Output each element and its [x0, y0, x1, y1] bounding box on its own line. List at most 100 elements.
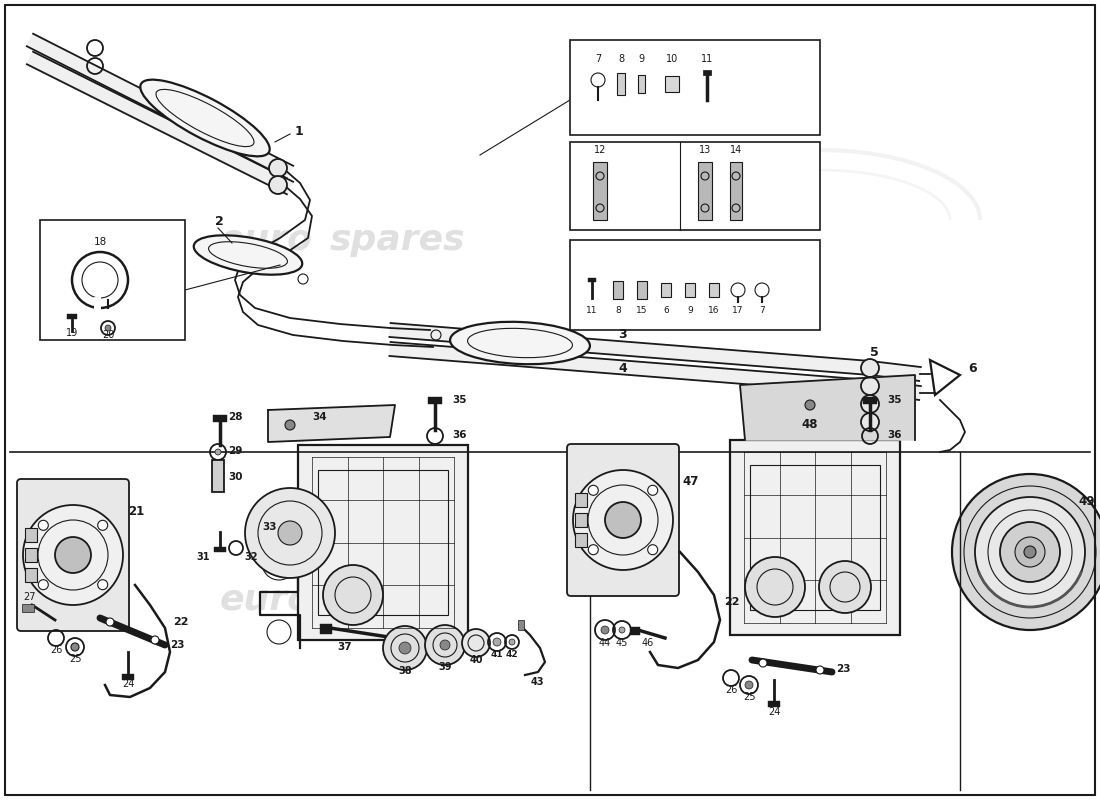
Text: 11: 11: [586, 306, 597, 315]
Circle shape: [975, 497, 1085, 607]
Text: 25: 25: [68, 654, 81, 664]
Text: spares: spares: [330, 583, 465, 617]
Circle shape: [462, 629, 490, 657]
Bar: [25, 548, 37, 562]
Text: 39: 39: [438, 662, 452, 672]
Text: 2: 2: [214, 215, 223, 228]
Bar: [768, 701, 780, 707]
Text: 13: 13: [698, 145, 711, 155]
Circle shape: [648, 486, 658, 495]
Text: 31: 31: [197, 552, 210, 562]
Circle shape: [425, 625, 465, 665]
Bar: [298, 445, 468, 640]
Bar: [864, 397, 877, 404]
Text: 22: 22: [724, 597, 739, 607]
Text: 6: 6: [663, 306, 669, 315]
Circle shape: [588, 545, 598, 554]
Text: 22: 22: [173, 617, 188, 627]
Circle shape: [601, 626, 609, 634]
Circle shape: [323, 565, 383, 625]
Bar: [212, 460, 224, 492]
Circle shape: [1000, 522, 1060, 582]
Circle shape: [23, 505, 123, 605]
Bar: [318, 470, 448, 615]
Circle shape: [39, 520, 48, 530]
Circle shape: [759, 659, 767, 667]
Text: 26: 26: [725, 685, 737, 695]
Circle shape: [861, 413, 879, 431]
Text: 9: 9: [688, 306, 693, 315]
Text: 41: 41: [491, 650, 504, 659]
Text: 4: 4: [618, 362, 627, 375]
Circle shape: [55, 537, 91, 573]
Circle shape: [245, 488, 336, 578]
Polygon shape: [740, 375, 915, 440]
Bar: [570, 142, 820, 230]
FancyBboxPatch shape: [566, 444, 679, 596]
Text: euro: euro: [220, 223, 313, 257]
Text: 7: 7: [759, 306, 764, 315]
Bar: [638, 75, 645, 93]
Bar: [661, 283, 671, 297]
Circle shape: [816, 666, 824, 674]
Text: 8: 8: [618, 54, 624, 64]
Text: 40: 40: [470, 655, 483, 665]
Circle shape: [573, 470, 673, 570]
Text: 8: 8: [615, 306, 620, 315]
Text: 9: 9: [638, 54, 645, 64]
Bar: [25, 528, 37, 542]
Bar: [710, 283, 719, 297]
Bar: [67, 314, 77, 319]
Text: 19: 19: [66, 328, 78, 338]
Text: 1: 1: [295, 125, 304, 138]
Text: 35: 35: [452, 395, 466, 405]
Bar: [40, 220, 185, 340]
Circle shape: [1024, 546, 1036, 558]
Circle shape: [106, 618, 114, 626]
Bar: [730, 162, 743, 220]
Ellipse shape: [194, 235, 302, 274]
Text: 25: 25: [742, 692, 756, 702]
Bar: [593, 162, 607, 220]
Bar: [570, 240, 820, 330]
Circle shape: [98, 580, 108, 590]
Circle shape: [270, 176, 287, 194]
Bar: [320, 624, 332, 634]
Bar: [750, 465, 880, 610]
Text: 24: 24: [122, 679, 134, 689]
Text: 7: 7: [595, 54, 601, 64]
Ellipse shape: [141, 80, 270, 156]
Circle shape: [104, 325, 111, 331]
Polygon shape: [869, 380, 921, 400]
Text: 12: 12: [594, 145, 606, 155]
Circle shape: [151, 636, 160, 644]
Circle shape: [605, 502, 641, 538]
Text: 36: 36: [887, 430, 902, 440]
Bar: [637, 281, 647, 299]
Text: 16: 16: [708, 306, 719, 315]
Circle shape: [278, 521, 303, 545]
Text: 26: 26: [50, 645, 63, 655]
Text: spares: spares: [330, 223, 465, 257]
FancyBboxPatch shape: [16, 479, 129, 631]
Text: 30: 30: [228, 472, 242, 482]
Circle shape: [285, 420, 295, 430]
Circle shape: [648, 545, 658, 554]
Polygon shape: [389, 323, 870, 375]
Text: 21: 21: [128, 505, 144, 518]
Bar: [518, 620, 524, 630]
Circle shape: [214, 449, 221, 455]
Bar: [588, 278, 596, 282]
Circle shape: [383, 626, 427, 670]
Text: 42: 42: [506, 650, 518, 659]
Bar: [214, 547, 225, 552]
Text: 37: 37: [338, 642, 352, 652]
Circle shape: [440, 640, 450, 650]
Text: 36: 36: [452, 430, 466, 440]
Bar: [613, 281, 623, 299]
Circle shape: [399, 642, 411, 654]
Text: 14: 14: [730, 145, 743, 155]
Text: 27: 27: [24, 592, 36, 602]
Text: 10: 10: [666, 54, 678, 64]
Bar: [575, 533, 587, 547]
